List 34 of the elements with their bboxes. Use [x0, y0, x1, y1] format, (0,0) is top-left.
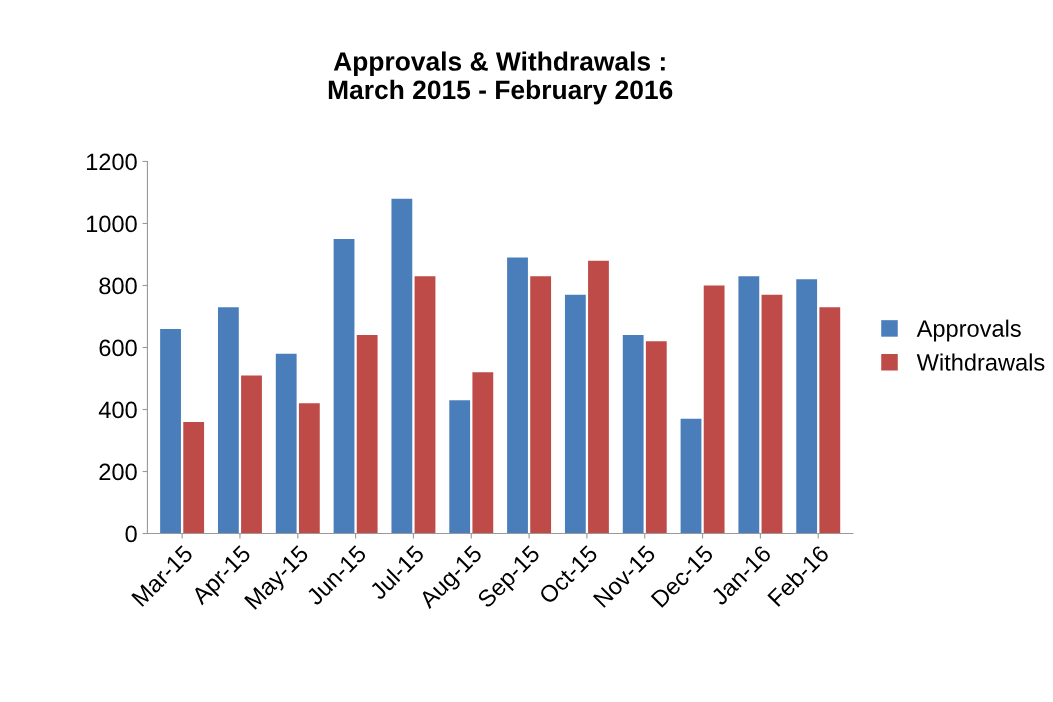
y-tick-label: 800 — [99, 277, 137, 295]
bar — [356, 335, 378, 534]
bar — [241, 375, 262, 534]
legend-label: Withdrawals — [916, 353, 1045, 371]
bar — [796, 279, 818, 534]
legend-label: Approvals — [916, 319, 1021, 342]
y-tick-label: 1000 — [86, 215, 137, 233]
bar — [645, 341, 667, 534]
y-tick-label: 400 — [98, 401, 137, 419]
bar — [275, 353, 297, 534]
y-tick-label: 200 — [99, 463, 137, 481]
bar — [449, 400, 471, 534]
bar — [703, 285, 725, 534]
bar — [217, 307, 239, 534]
chart-title: Approvals & Withdrawals : March 2015 - February 2016 — [328, 51, 673, 105]
bar — [588, 260, 609, 534]
bar — [564, 294, 586, 534]
bar — [819, 307, 841, 534]
bar — [622, 335, 644, 534]
bar — [761, 294, 783, 534]
bar — [472, 372, 494, 534]
bar — [414, 276, 436, 534]
bar — [298, 403, 320, 534]
bar — [333, 238, 355, 534]
y-tick-label: 600 — [99, 339, 137, 357]
y-tick-label: 0 — [125, 525, 137, 543]
bar — [530, 276, 552, 534]
bar — [680, 418, 702, 534]
bar — [160, 328, 181, 534]
bar — [391, 198, 413, 534]
y-tick-label: 1200 — [86, 153, 137, 171]
bar — [507, 257, 528, 534]
bar — [738, 276, 760, 534]
bar — [183, 421, 205, 534]
